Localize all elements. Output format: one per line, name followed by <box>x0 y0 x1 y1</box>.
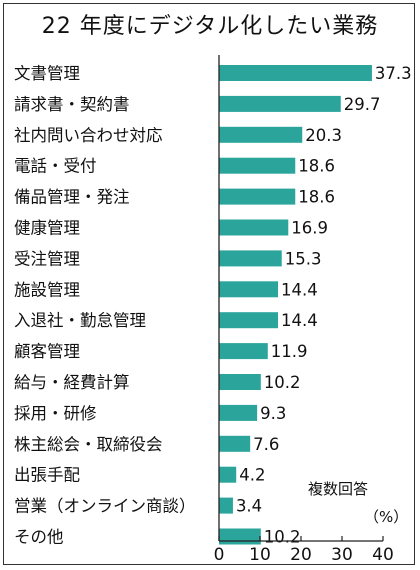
value-label: 4.2 <box>239 466 265 485</box>
bar <box>219 219 289 236</box>
bar <box>219 157 296 174</box>
value-label: 15.3 <box>285 249 322 268</box>
bar <box>219 374 261 390</box>
value-label: 18.6 <box>298 157 335 176</box>
bar <box>219 497 233 514</box>
bar <box>219 466 237 483</box>
bar <box>219 188 296 205</box>
category-label: 給与・経費計算 <box>14 373 130 392</box>
category-label: 請求書・契約書 <box>14 95 130 114</box>
category-label: 備品管理・発注 <box>14 188 130 207</box>
category-label: 出張手配 <box>14 466 80 485</box>
bar <box>219 435 251 452</box>
value-label: 14.4 <box>281 311 318 330</box>
x-tick-label: 40 <box>372 545 394 565</box>
category-label: 受注管理 <box>14 249 80 268</box>
value-label: 14.4 <box>281 280 318 299</box>
x-tick-label: 10 <box>249 545 271 565</box>
category-label: 文書管理 <box>14 64 80 83</box>
bar <box>219 528 261 545</box>
bar <box>219 126 303 143</box>
bar <box>219 404 258 421</box>
x-tick-label: 20 <box>290 545 312 565</box>
value-label: 20.3 <box>305 126 342 145</box>
category-label: 入退社・勤怠管理 <box>14 311 146 330</box>
value-label: 10.2 <box>264 373 301 392</box>
note-multiple-answers: 複数回答 <box>308 480 369 498</box>
value-label: 3.4 <box>236 497 262 516</box>
bar <box>219 312 279 329</box>
bar <box>219 343 268 360</box>
category-label: 施設管理 <box>14 280 80 299</box>
category-label: 営業（オンライン商談） <box>14 497 196 516</box>
bar <box>219 281 279 298</box>
value-label: 10.2 <box>264 528 301 547</box>
bar <box>219 250 282 267</box>
category-label: その他 <box>14 528 64 547</box>
value-label: 11.9 <box>271 342 308 361</box>
x-tick-label: 0 <box>214 545 225 565</box>
category-label: 顧客管理 <box>14 342 80 361</box>
category-label: 健康管理 <box>14 219 80 238</box>
bar <box>219 95 341 112</box>
value-label: 37.3 <box>375 64 412 83</box>
bar <box>219 65 372 81</box>
chart-title: 22 年度にデジタル化したい業務 <box>41 14 379 39</box>
category-label: 電話・受付 <box>14 157 97 176</box>
chart-frame <box>3 3 415 565</box>
value-label: 16.9 <box>291 219 328 238</box>
value-label: 18.6 <box>298 188 335 207</box>
category-label: 株主総会・取締役会 <box>14 435 163 454</box>
category-label: 社内問い合わせ対応 <box>14 126 163 145</box>
value-label: 7.6 <box>253 435 279 454</box>
value-label: 29.7 <box>344 95 381 114</box>
note-unit: （%） <box>364 508 409 526</box>
category-label: 採用・研修 <box>14 404 97 423</box>
value-label: 9.3 <box>260 404 286 423</box>
x-tick-label: 30 <box>331 545 353 565</box>
